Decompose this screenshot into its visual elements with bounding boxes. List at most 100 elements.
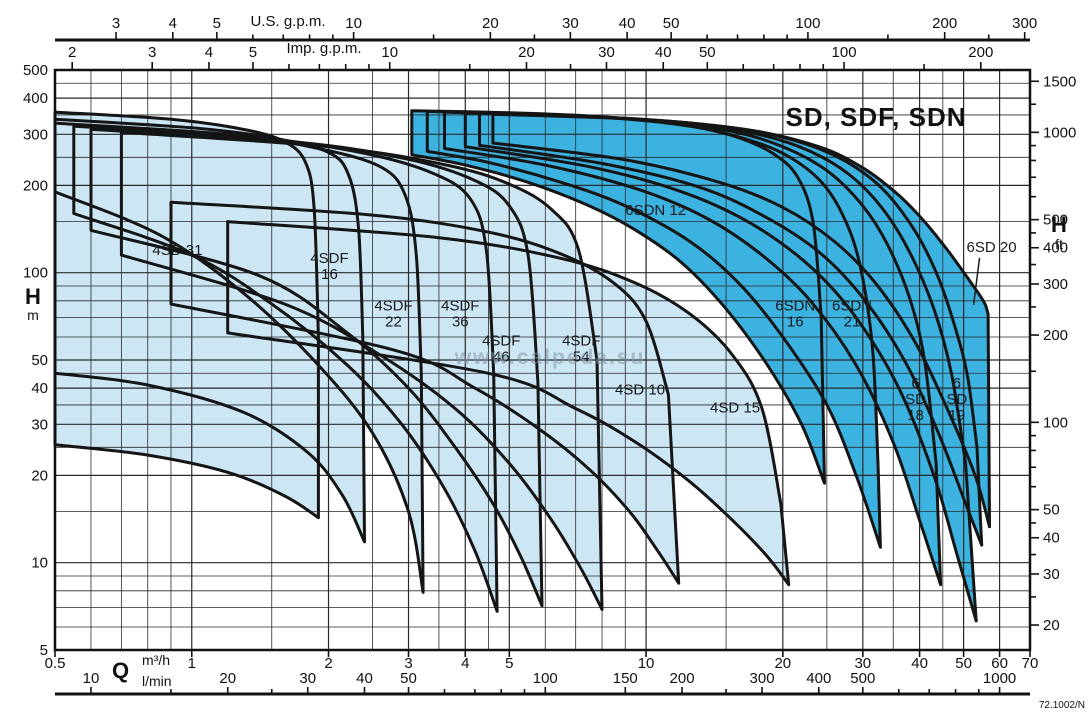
us-gpm-tick-label: 50 (663, 15, 680, 32)
head-m-label: 100 (23, 265, 48, 282)
lmin-tick-label: 500 (850, 670, 875, 687)
flow-axis-unit-lmin: l/min (142, 673, 172, 689)
head-m-label: 20 (31, 467, 48, 484)
us-gpm-axis-label: U.S. g.p.m. (250, 13, 326, 30)
us-gpm-tick-label: 5 (213, 15, 221, 32)
flow-m3h-label: 3 (404, 655, 412, 672)
imp-gpm-tick-label: 200 (968, 44, 993, 61)
flow-m3h-label: 30 (854, 655, 871, 672)
imp-gpm-tick-label: 2 (68, 44, 76, 61)
head-ft-label: 50 (1043, 502, 1060, 519)
head-ft-label: 400 (1043, 240, 1068, 257)
flow-m3h-label: 5 (505, 655, 513, 672)
imp-gpm-tick-label: 20 (518, 44, 535, 61)
head-m-label: 500 (23, 62, 48, 79)
pump-envelope-outline-6sd-20 (491, 112, 991, 529)
flow-axis-symbol: Q (112, 658, 130, 683)
us-gpm-tick-label: 10 (345, 15, 362, 32)
flow-m3h-label: 4 (461, 655, 469, 672)
us-gpm-tick-label: 300 (1012, 15, 1037, 32)
model-label-4sdf16: 4SDF 16 (310, 250, 348, 283)
watermark: www.calpeda.su (454, 346, 646, 369)
imp-gpm-tick-label: 30 (598, 44, 615, 61)
pump-envelope-outline-6sdn-21 (443, 110, 943, 587)
model-label-6sdn-12: 6SDN 12 (625, 202, 686, 219)
head-ft-label: 1000 (1043, 124, 1076, 141)
imp-gpm-tick-label: 40 (655, 44, 672, 61)
head-axis-symbol-left: H (25, 284, 41, 309)
us-gpm-tick-label: 40 (619, 15, 636, 32)
lmin-tick-label: 1000 (983, 670, 1016, 687)
chart-title: SD, SDF, SDN (785, 102, 967, 132)
imp-gpm-tick-label: 100 (832, 44, 857, 61)
flow-m3h-label: 50 (955, 655, 972, 672)
lmin-tick-label: 100 (533, 670, 558, 687)
head-axis-unit-ft: ft (1055, 236, 1063, 252)
lmin-tick-label: 50 (400, 670, 417, 687)
model-label-6sdn21: 6SDN 21 (832, 298, 872, 331)
model-label-4sd-15: 4SD 15 (710, 399, 760, 416)
head-ft-label: 100 (1043, 414, 1068, 431)
model-label-6sd-20: 6SD 20 (967, 239, 1017, 256)
imp-gpm-tick-label: 50 (699, 44, 716, 61)
head-m-label: 30 (31, 416, 48, 433)
pump-range-dark-region (411, 110, 990, 621)
flow-m3h-label: 0.5 (45, 655, 66, 672)
model-label-6sdn16: 6SDN 16 (775, 298, 815, 331)
pump-envelope-outline-6sd-18 (463, 111, 978, 623)
us-gpm-tick-label: 200 (932, 15, 957, 32)
model-label-4sdf36: 4SDF 36 (441, 298, 479, 331)
head-ft-label: 200 (1043, 327, 1068, 344)
us-gpm-tick-label: 4 (169, 15, 177, 32)
flow-m3h-label: 40 (911, 655, 928, 672)
model-label-4sdf22: 4SDF 22 (374, 298, 412, 331)
flow-m3h-label: 70 (1022, 655, 1039, 672)
flow-m3h-label: 60 (991, 655, 1008, 672)
head-ft-label: 30 (1043, 566, 1060, 583)
model-label-4sd-31: 4SD 31 (152, 242, 202, 259)
us-gpm-tick-label: 30 (562, 15, 579, 32)
head-axis-symbol-right: H (1051, 212, 1067, 237)
imp-gpm-tick-label: 3 (148, 44, 156, 61)
head-m-label: 10 (31, 555, 48, 572)
head-ft-label: 300 (1043, 276, 1068, 293)
lmin-tick-label: 40 (356, 670, 373, 687)
imp-gpm-tick-label: 4 (205, 44, 213, 61)
lmin-tick-label: 20 (219, 670, 236, 687)
head-m-label: 50 (31, 352, 48, 369)
model-label-4sdf46: 4SDF 46 (482, 333, 520, 366)
lmin-tick-label: 400 (806, 670, 831, 687)
lmin-tick-label: 200 (670, 670, 695, 687)
model-label-6sd18: 6 SD 18 (905, 375, 926, 424)
head-ft-label: 1500 (1043, 73, 1076, 90)
pump-envelope-outline-4sdf-16 (53, 117, 366, 544)
pump-envelope-outline-4sd-10 (169, 200, 681, 585)
flow-m3h-label: 10 (638, 655, 655, 672)
flow-m3h-label: 2 (324, 655, 332, 672)
head-ft-label: 40 (1043, 530, 1060, 547)
lmin-tick-label: 10 (83, 670, 100, 687)
lmin-tick-label: 300 (750, 670, 775, 687)
head-ft-label: 20 (1043, 617, 1060, 634)
imp-gpm-axis-label: Imp. g.p.m. (286, 40, 362, 57)
flow-axis-unit-m3h: m³/h (142, 652, 170, 668)
flow-m3h-label: 20 (774, 655, 791, 672)
model-label-pointer (972, 257, 981, 305)
us-gpm-tick-label: 20 (482, 15, 499, 32)
head-m-label: 5 (40, 642, 48, 659)
imp-gpm-tick-label: 10 (381, 44, 398, 61)
head-axis-unit-m: m (27, 307, 39, 323)
model-label-4sd-10: 4SD 10 (615, 382, 665, 399)
document-code: 72.1002/N (1038, 700, 1085, 711)
head-m-label: 300 (23, 126, 48, 143)
model-label-6sd19: 6 SD 19 (946, 375, 967, 424)
us-gpm-tick-label: 100 (795, 15, 820, 32)
head-m-label: 200 (23, 177, 48, 194)
head-ft-label: 500 (1043, 212, 1068, 229)
lmin-tick-label: 150 (613, 670, 638, 687)
head-m-label: 400 (23, 90, 48, 107)
head-m-label: 40 (31, 380, 48, 397)
plot-frame (53, 68, 1032, 652)
